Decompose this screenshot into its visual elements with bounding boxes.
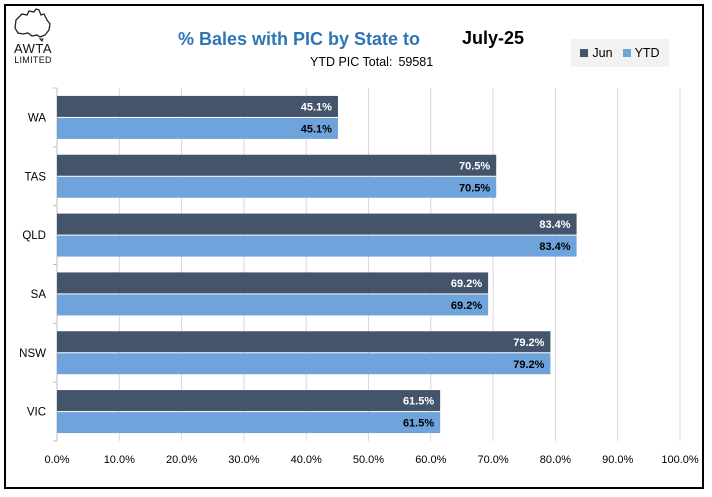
data-label-ytd: 61.5% xyxy=(403,418,434,430)
legend-swatch-ytd xyxy=(622,49,631,57)
bar-jun xyxy=(57,213,577,235)
chart-title: % Bales with PIC by State to xyxy=(178,29,421,49)
x-tick-label: 60.0% xyxy=(415,454,446,466)
chart-legend: Jun YTD xyxy=(571,39,669,67)
x-tick-label: 70.0% xyxy=(477,454,508,466)
data-label-jun: 70.5% xyxy=(459,160,490,172)
data-label-ytd: 79.2% xyxy=(513,359,544,371)
data-label-ytd: 70.5% xyxy=(459,182,490,194)
logo-text-limited: LIMITED xyxy=(14,55,52,65)
data-label-ytd: 83.4% xyxy=(539,241,570,253)
legend-label-jun: Jun xyxy=(592,46,613,60)
bar-ytd xyxy=(57,353,551,375)
x-tick-label: 40.0% xyxy=(291,454,322,466)
y-category-label: SA xyxy=(31,289,47,301)
australia-map-icon xyxy=(14,8,51,42)
ytd-pic-total-value: 59581 xyxy=(398,55,434,69)
x-tick-label: 100.0% xyxy=(661,454,699,466)
bar-jun xyxy=(57,390,441,412)
ytd-pic-total-label: YTD PIC Total: xyxy=(310,55,393,69)
data-label-jun: 79.2% xyxy=(513,337,544,349)
legend-item-ytd: YTD xyxy=(622,46,660,60)
bar-ytd xyxy=(57,176,497,198)
data-label-jun: 61.5% xyxy=(403,396,434,408)
ytd-pic-total: YTD PIC Total: 59581 xyxy=(310,55,433,69)
legend-label-ytd: YTD xyxy=(634,46,660,60)
bar-ytd xyxy=(57,235,577,257)
bar-jun xyxy=(57,154,497,176)
x-tick-label: 90.0% xyxy=(602,454,633,466)
y-category-label: TAS xyxy=(24,171,46,183)
bar-jun xyxy=(57,272,489,294)
data-label-jun: 45.1% xyxy=(301,101,332,113)
bar-ytd xyxy=(57,294,489,316)
x-tick-label: 80.0% xyxy=(540,454,571,466)
awta-logo: AWTA LIMITED xyxy=(10,6,56,65)
bar-ytd xyxy=(57,412,441,434)
y-category-label: NSW xyxy=(19,348,46,360)
y-category-label: QLD xyxy=(22,230,46,242)
bar-jun xyxy=(57,331,551,353)
chart-month: July-25 xyxy=(462,28,525,48)
x-tick-label: 0.0% xyxy=(44,454,69,466)
y-category-label: VIC xyxy=(27,407,46,419)
bar-jun xyxy=(57,95,338,117)
x-tick-label: 30.0% xyxy=(228,454,259,466)
x-tick-label: 20.0% xyxy=(166,454,197,466)
bar-ytd xyxy=(57,117,338,139)
legend-item-jun: Jun xyxy=(580,46,613,60)
data-label-jun: 69.2% xyxy=(451,278,482,290)
x-tick-label: 50.0% xyxy=(353,454,384,466)
x-tick-label: 10.0% xyxy=(104,454,135,466)
data-label-jun: 83.4% xyxy=(539,219,570,231)
y-category-label: WA xyxy=(28,112,46,124)
data-label-ytd: 69.2% xyxy=(451,300,482,312)
logo-text-awta: AWTA xyxy=(13,41,53,56)
data-label-ytd: 45.1% xyxy=(301,123,332,135)
legend-swatch-jun xyxy=(580,49,589,57)
